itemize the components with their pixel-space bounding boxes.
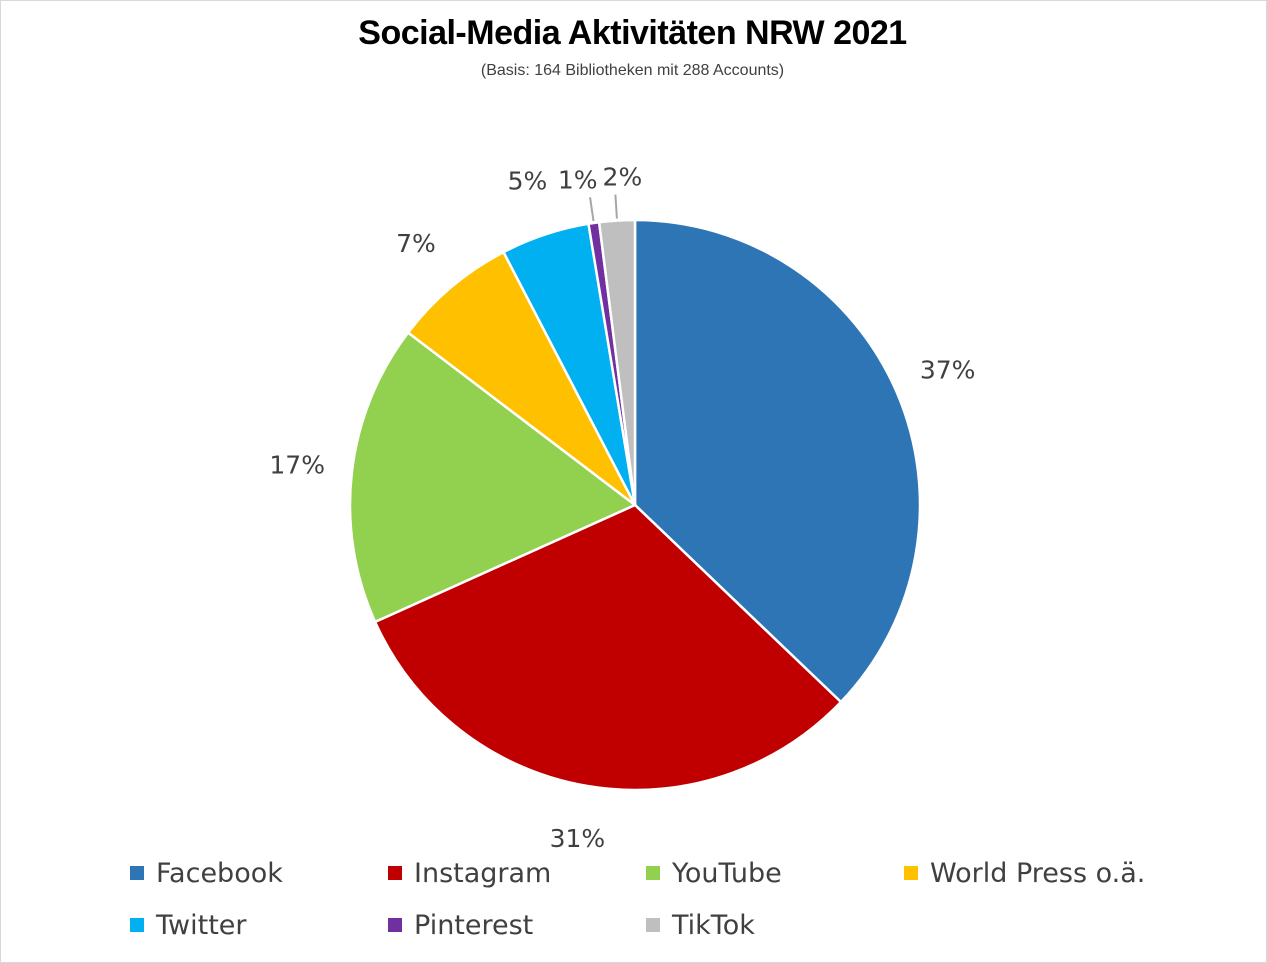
chart-subtitle: (Basis: 164 Bibliotheken mit 288 Account… xyxy=(480,62,785,79)
pie-slice-youtube xyxy=(348,330,638,624)
data-label-instagram: 31% xyxy=(550,824,606,853)
leader-line-tiktok xyxy=(614,194,618,219)
legend-label-pinterest: Pinterest xyxy=(414,909,534,941)
legend-swatch-youtube xyxy=(646,866,660,880)
pie-slice-world-press-o xyxy=(406,250,637,506)
data-label-world-press-o: 7% xyxy=(396,229,436,258)
leader-line-pinterest xyxy=(589,197,595,222)
legend-label-twitter: Twitter xyxy=(156,909,247,941)
legend-swatch-twitter xyxy=(130,918,144,932)
legend-label-instagram: Instagram xyxy=(414,857,552,889)
legend-item-youtube: YouTube xyxy=(646,856,782,890)
pie-slice-tiktok xyxy=(597,218,637,506)
data-label-pinterest: 1% xyxy=(558,165,598,194)
legend-swatch-tiktok xyxy=(646,918,660,932)
legend-item-facebook: Facebook xyxy=(130,856,283,890)
legend-item-instagram: Instagram xyxy=(388,856,551,890)
data-label-tiktok: 2% xyxy=(603,163,643,192)
data-label-youtube: 17% xyxy=(269,450,325,479)
legend-label-tiktok: TikTok xyxy=(672,909,755,941)
legend-swatch-instagram xyxy=(388,866,402,880)
legend-swatch-facebook xyxy=(130,866,144,880)
pie-slice-instagram xyxy=(373,503,843,792)
chart-title: Social-Media Aktivitäten NRW 2021 xyxy=(358,14,907,52)
legend-swatch-world-press-o xyxy=(904,866,918,880)
legend-item-twitter: Twitter xyxy=(130,908,247,942)
legend-swatch-pinterest xyxy=(388,918,402,932)
data-label-facebook: 37% xyxy=(920,355,976,384)
legend-label-facebook: Facebook xyxy=(156,857,283,889)
data-label-twitter: 5% xyxy=(508,166,548,195)
legend-label-youtube: YouTube xyxy=(672,857,782,889)
pie-slice-facebook xyxy=(633,218,922,704)
legend-item-world-press-o: World Press o.ä. xyxy=(904,856,1145,890)
legend-label-world-press-o: World Press o.ä. xyxy=(930,857,1146,889)
legend-item-pinterest: Pinterest xyxy=(388,908,533,942)
legend-item-tiktok: TikTok xyxy=(646,908,755,942)
